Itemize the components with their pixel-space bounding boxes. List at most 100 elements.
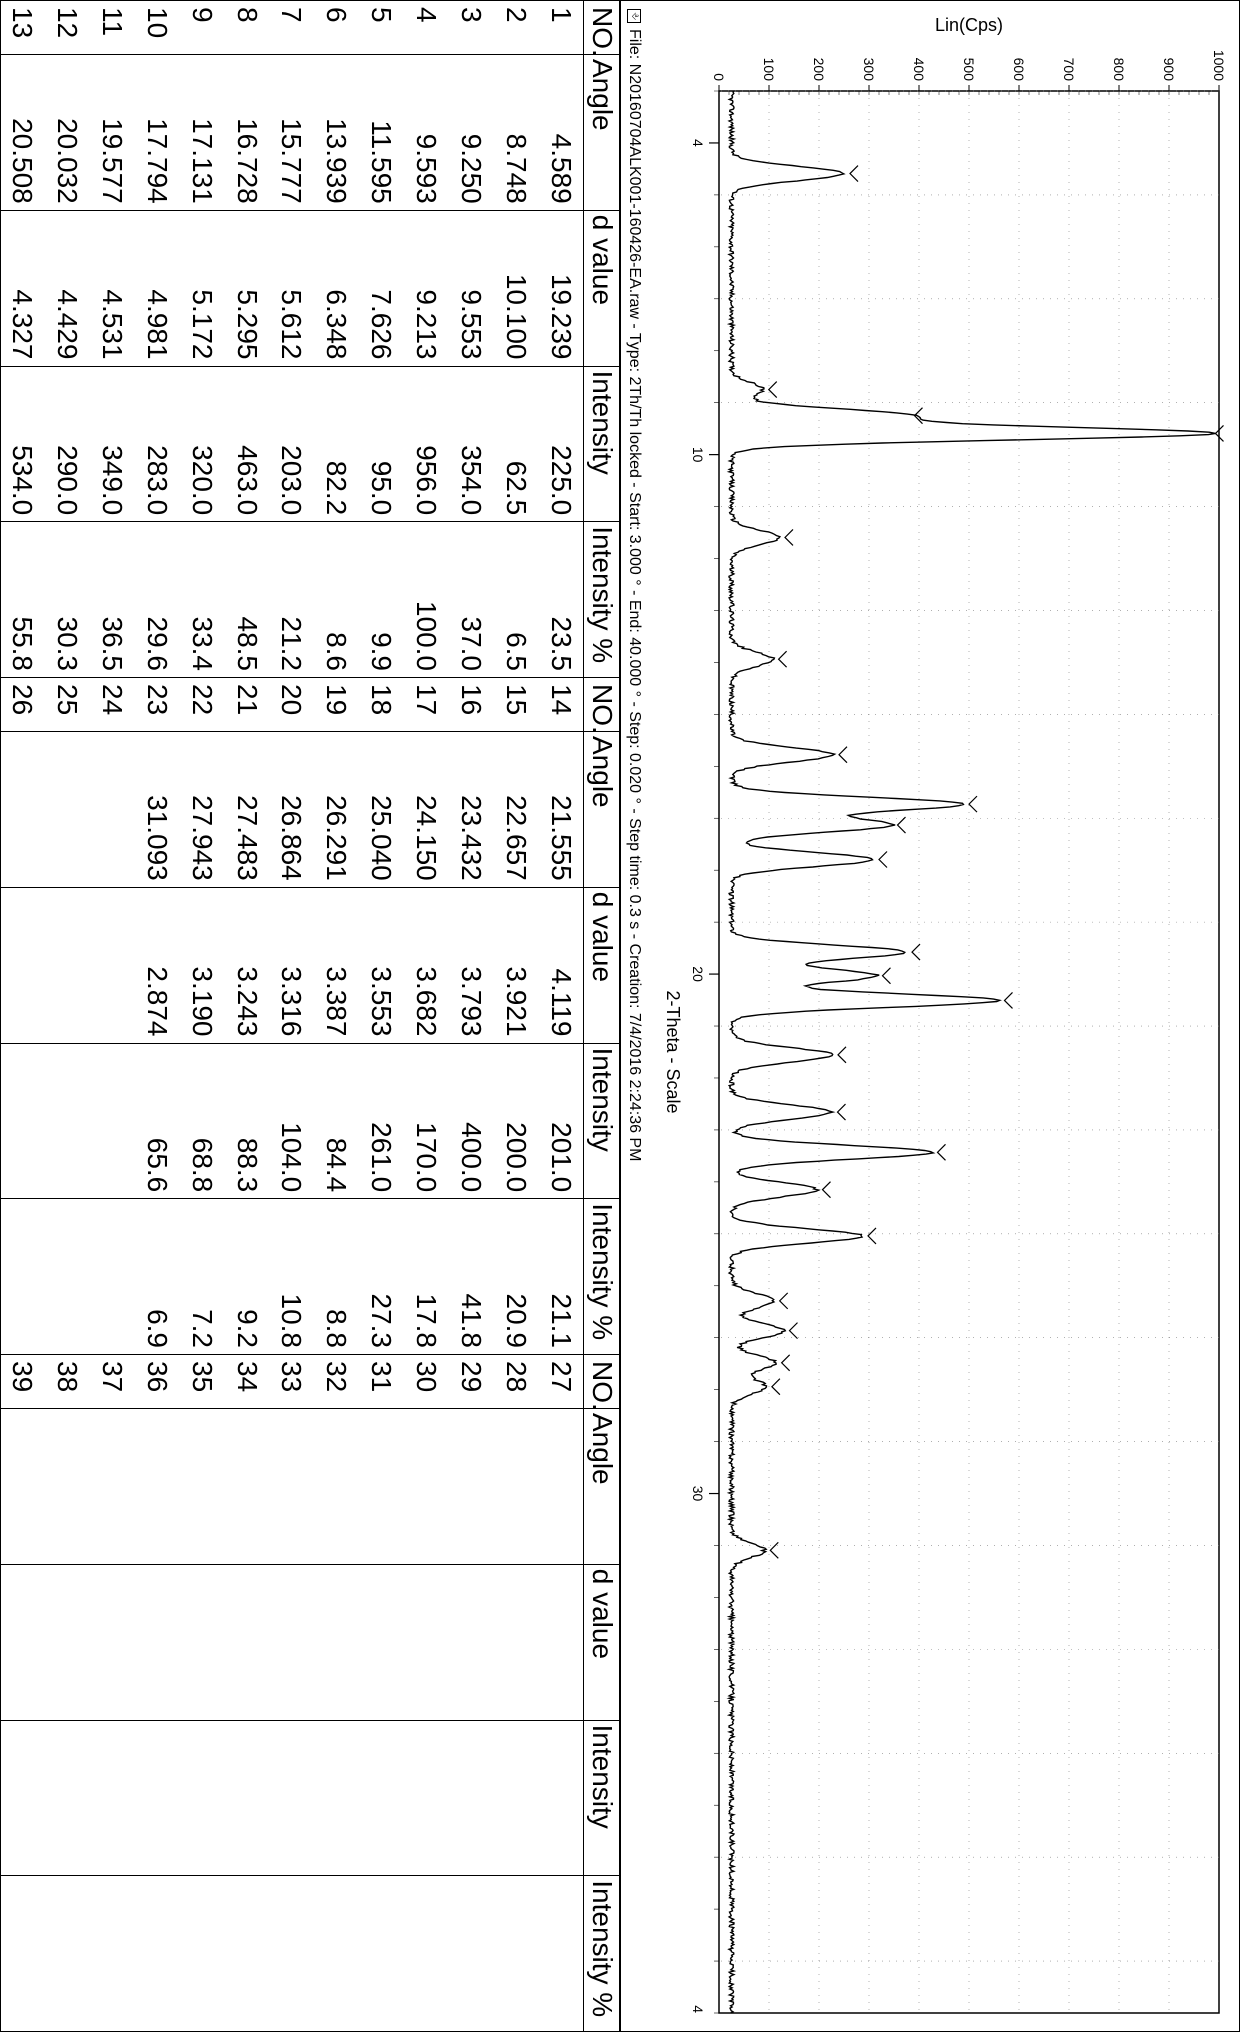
table-cell: 9.553 xyxy=(448,210,493,366)
table-cell: 13.939 xyxy=(314,55,359,211)
table-cell: 19.577 xyxy=(90,55,135,211)
table-cell: 4.429 xyxy=(45,210,90,366)
table-cell xyxy=(359,1720,404,1876)
col-header: Angle xyxy=(584,732,621,888)
table-cell: 33.4 xyxy=(179,522,224,678)
table-cell: 17.8 xyxy=(404,1199,449,1355)
table-cell: 30 xyxy=(404,1355,449,1409)
table-cell xyxy=(45,1720,90,1876)
col-header: NO. xyxy=(584,1355,621,1409)
table-cell: 17.794 xyxy=(135,55,180,211)
peaks-table: NO.Angled valueIntensityIntensity %NO.An… xyxy=(0,0,620,2032)
table-cell: 39 xyxy=(0,1355,45,1409)
table-cell xyxy=(538,1409,583,1565)
table-cell: 2 xyxy=(493,1,538,55)
table-cell: 23.5 xyxy=(538,522,583,678)
table-cell xyxy=(135,1564,180,1720)
table-cell: 290.0 xyxy=(45,366,90,522)
table-cell: 68.8 xyxy=(179,1043,224,1199)
table-cell xyxy=(179,1409,224,1565)
col-header: NO. xyxy=(584,678,621,732)
table-cell: 10 xyxy=(135,1,180,55)
table-cell: 62.5 xyxy=(493,366,538,522)
table-cell: 1 xyxy=(538,1,583,55)
table-cell xyxy=(269,1564,314,1720)
table-cell: 11 xyxy=(90,1,135,55)
table-cell: 9 xyxy=(179,1,224,55)
table-cell: 4.589 xyxy=(538,55,583,211)
table-cell xyxy=(448,1409,493,1565)
table-row: 1017.7944.981283.029.62331.0932.87465.66… xyxy=(135,1,180,2032)
table-cell: 6.5 xyxy=(493,522,538,678)
col-header: Intensity % xyxy=(584,522,621,678)
table-cell: 25 xyxy=(45,678,90,732)
table-cell xyxy=(45,1876,90,2032)
table-cell xyxy=(404,1409,449,1565)
table-cell: 20 xyxy=(269,678,314,732)
table-cell: 3.921 xyxy=(493,887,538,1043)
table-cell: 10.100 xyxy=(493,210,538,366)
table-cell xyxy=(0,1409,45,1565)
table-cell xyxy=(90,1720,135,1876)
table-cell: 26.864 xyxy=(269,732,314,888)
table-cell: 16.728 xyxy=(224,55,269,211)
table-cell: 35 xyxy=(179,1355,224,1409)
table-cell xyxy=(45,1409,90,1565)
svg-text:0: 0 xyxy=(711,73,727,81)
svg-text:400: 400 xyxy=(911,58,927,82)
table-cell xyxy=(448,1564,493,1720)
table-cell xyxy=(269,1876,314,2032)
table-cell: 20.032 xyxy=(45,55,90,211)
table-cell: 22.657 xyxy=(493,732,538,888)
xrd-diffractogram: 0100200300400500600700800900100041020304… xyxy=(647,1,1240,2033)
table-row: 39.2509.553354.037.01623.4323.793400.041… xyxy=(448,1,493,2032)
table-cell: 21.555 xyxy=(538,732,583,888)
table-cell: 5.295 xyxy=(224,210,269,366)
table-cell: 26.291 xyxy=(314,732,359,888)
table-cell: 16 xyxy=(448,678,493,732)
col-header: Intensity xyxy=(584,1043,621,1199)
table-cell: 5.172 xyxy=(179,210,224,366)
table-cell xyxy=(493,1720,538,1876)
table-cell: 18 xyxy=(359,678,404,732)
table-cell: 55.8 xyxy=(0,522,45,678)
table-cell: 320.0 xyxy=(179,366,224,522)
table-cell xyxy=(45,732,90,888)
table-cell: 400.0 xyxy=(448,1043,493,1199)
table-cell: 534.0 xyxy=(0,366,45,522)
table-cell xyxy=(90,732,135,888)
svg-text:600: 600 xyxy=(1011,58,1027,82)
chart-footer: ⎀ File: N20160704ALK001-160426-EA.raw - … xyxy=(621,1,647,2033)
table-cell xyxy=(493,1409,538,1565)
col-header: Angle xyxy=(584,55,621,211)
table-cell: 95.0 xyxy=(359,366,404,522)
table-cell xyxy=(135,1720,180,1876)
table-cell xyxy=(179,1876,224,2032)
table-cell: 15 xyxy=(493,678,538,732)
table-cell: 225.0 xyxy=(538,366,583,522)
table-cell xyxy=(224,1876,269,2032)
table-cell: 956.0 xyxy=(404,366,449,522)
table-cell: 31 xyxy=(359,1355,404,1409)
table-cell: 37 xyxy=(90,1355,135,1409)
svg-text:20: 20 xyxy=(690,966,706,982)
table-cell: 29.6 xyxy=(135,522,180,678)
col-header: Intensity xyxy=(584,366,621,522)
svg-text:500: 500 xyxy=(961,58,977,82)
table-cell: 2.874 xyxy=(135,887,180,1043)
svg-text:300: 300 xyxy=(861,58,877,82)
table-row: 917.1315.172320.033.42227.9433.19068.87.… xyxy=(179,1,224,2032)
table-cell: 20.508 xyxy=(0,55,45,211)
table-cell xyxy=(404,1564,449,1720)
table-cell: 8.8 xyxy=(314,1199,359,1355)
svg-text:Lin(Cps): Lin(Cps) xyxy=(935,15,1003,35)
table-cell: 4.531 xyxy=(90,210,135,366)
table-row: 49.5939.213956.0100.01724.1503.682170.01… xyxy=(404,1,449,2032)
table-cell: 3 xyxy=(448,1,493,55)
table-cell: 21.2 xyxy=(269,522,314,678)
table-cell xyxy=(269,1409,314,1565)
table-row: 14.58919.239225.023.51421.5554.119201.02… xyxy=(538,1,583,2032)
table-cell: 17 xyxy=(404,678,449,732)
table-cell: 23 xyxy=(135,678,180,732)
table-cell: 15.777 xyxy=(269,55,314,211)
